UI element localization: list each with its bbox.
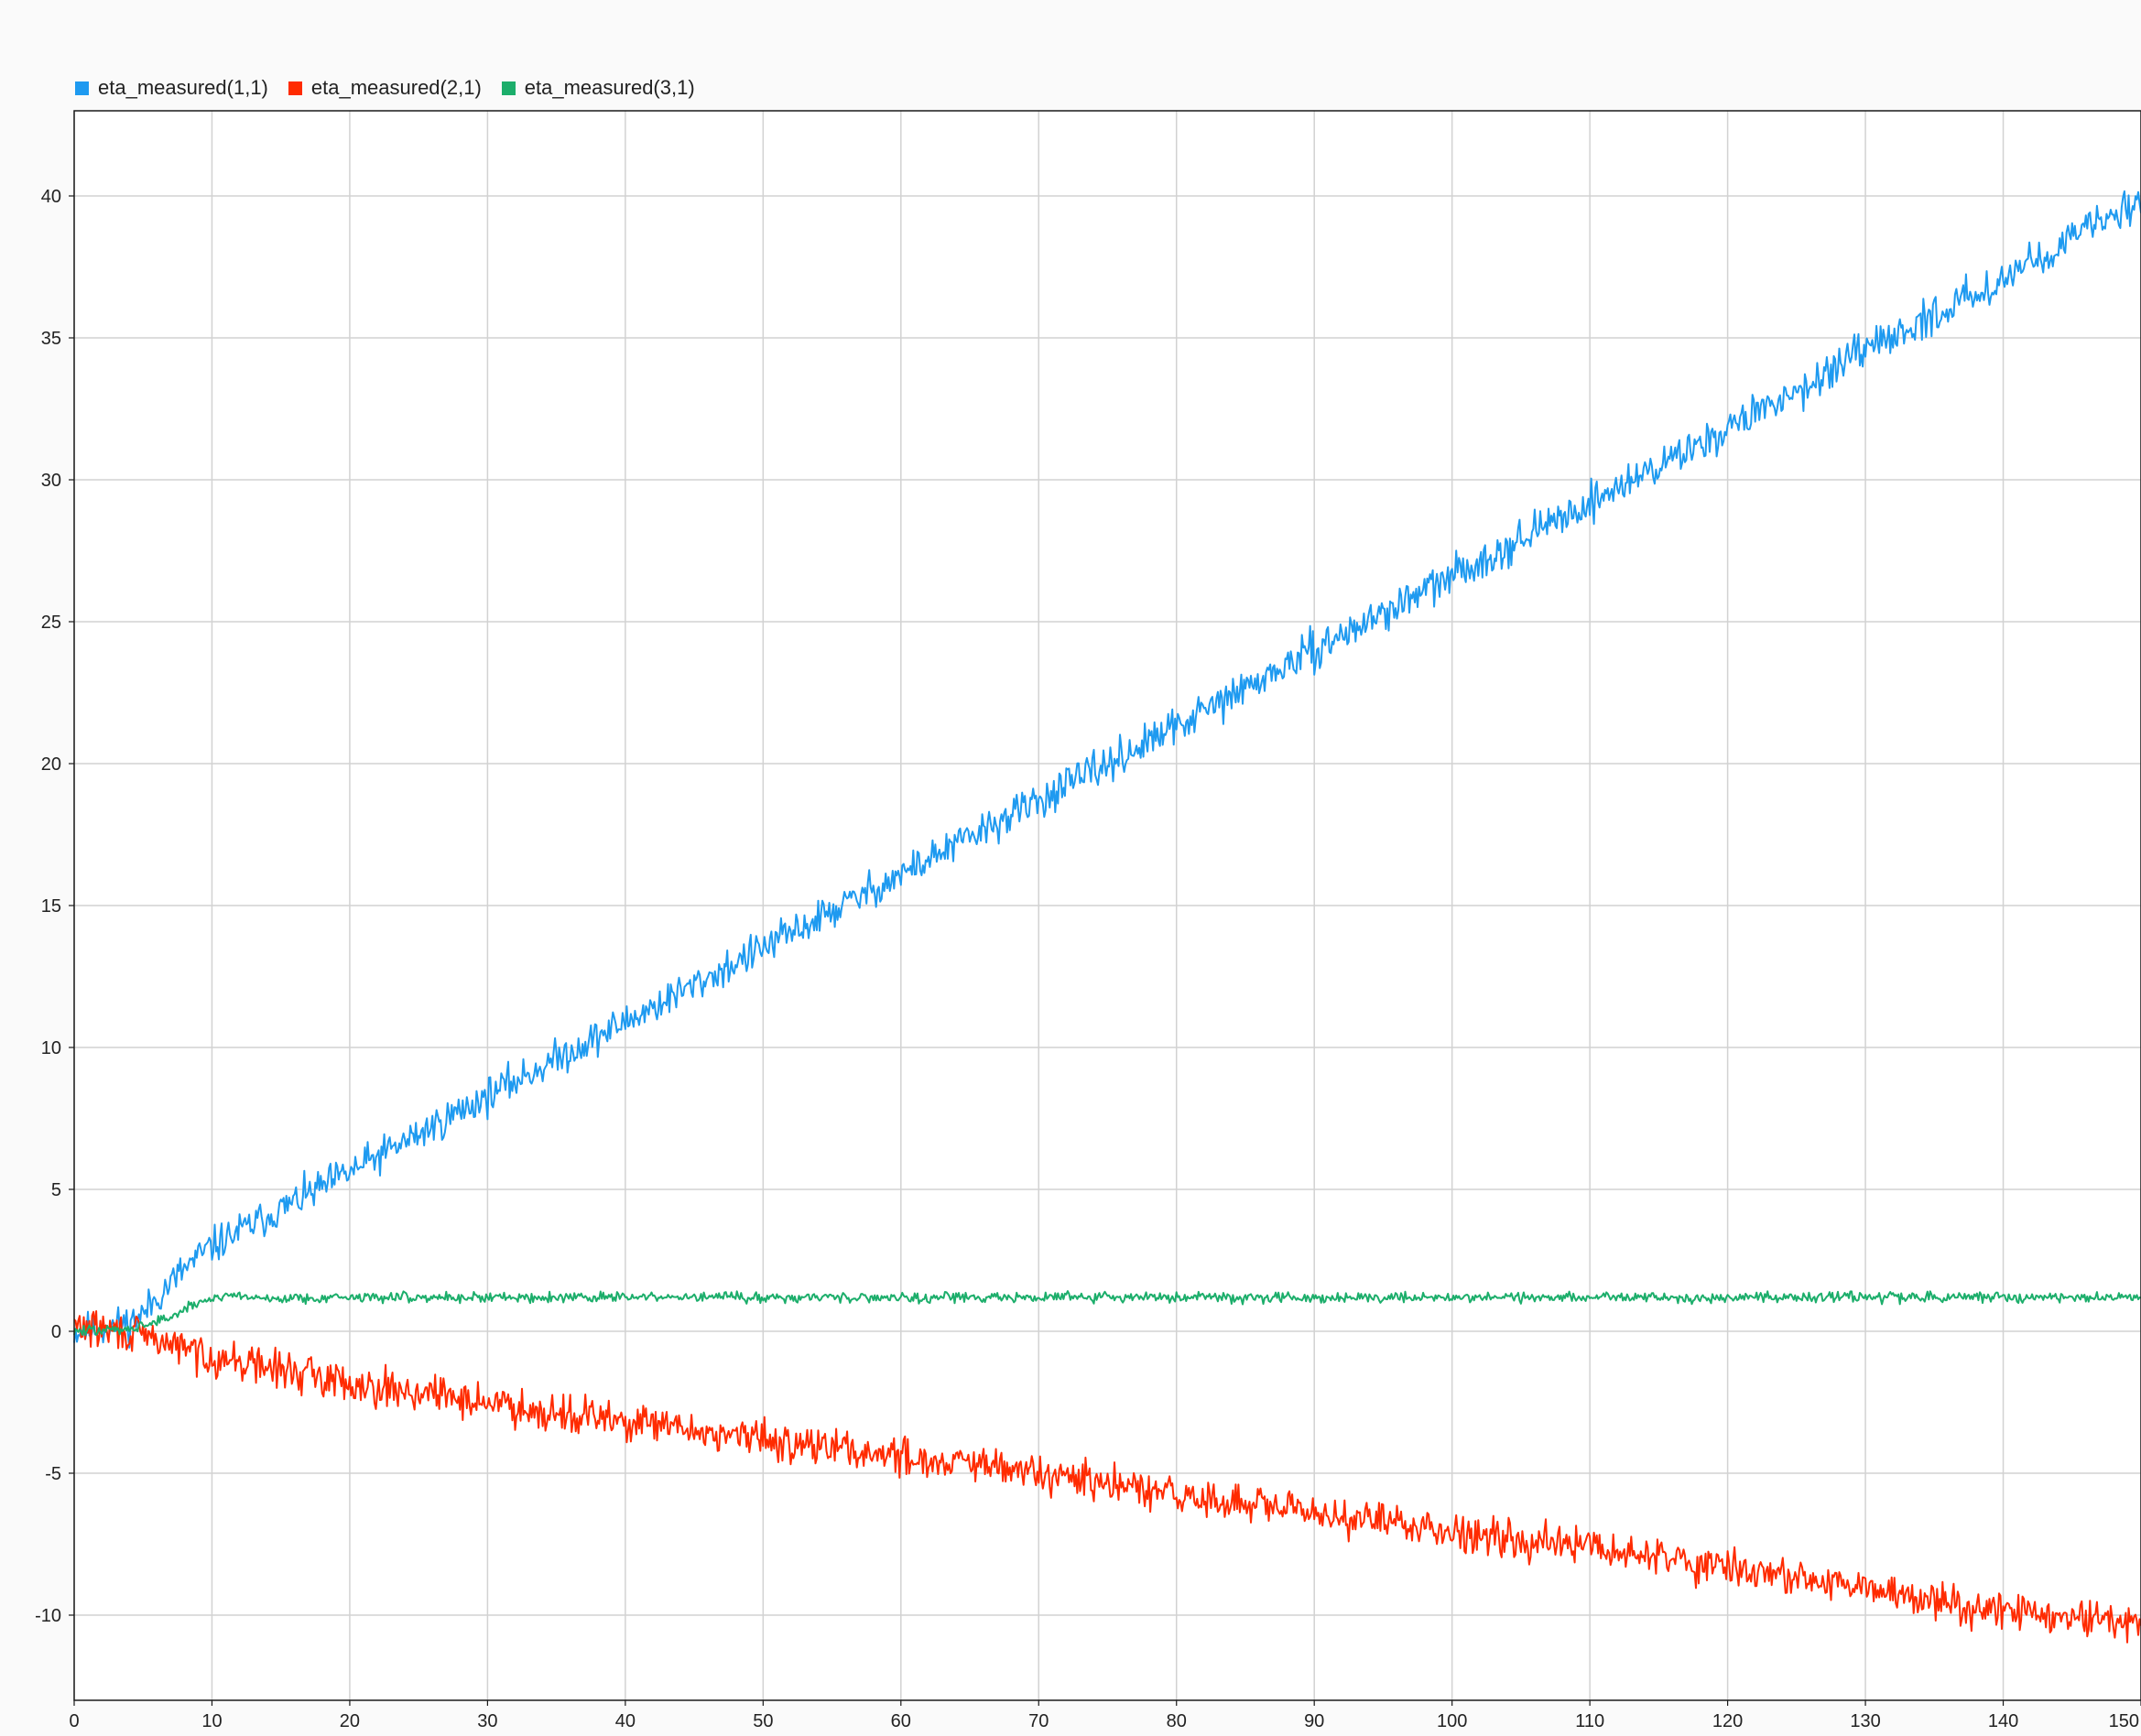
x-tick-label: 130 [1850, 1711, 1880, 1731]
y-tick-label: 40 [41, 187, 61, 207]
y-tick-label: 30 [41, 471, 61, 491]
legend-item-series-3[interactable]: eta_measured(3,1) [501, 76, 695, 100]
chart-legend: eta_measured(1,1) eta_measured(2,1) eta_… [75, 73, 695, 103]
x-tick-label: 100 [1437, 1711, 1467, 1731]
x-tick-label: 30 [477, 1711, 497, 1731]
x-tick-label: 20 [340, 1711, 360, 1731]
y-tick-label: 20 [41, 754, 61, 775]
legend-label-series-3: eta_measured(3,1) [524, 76, 695, 99]
series-line-2 [73, 1310, 2141, 1644]
series-line-1 [73, 190, 2141, 1349]
x-axis: 0 10 20 30 40 50 60 70 80 90 100 110 120 130 140 150 [69, 1700, 2141, 1731]
x-tick-label: 80 [1167, 1711, 1187, 1731]
y-axis: -10 -5 0 5 10 15 20 25 30 35 40 [35, 187, 74, 1626]
series-line-3 [73, 1290, 2141, 1336]
x-tick-label: 120 [1712, 1711, 1743, 1731]
y-tick-label: 15 [41, 896, 61, 917]
y-tick-label: 35 [41, 329, 61, 349]
x-tick-label: 110 [1575, 1711, 1604, 1731]
y-tick-label: -5 [45, 1464, 61, 1484]
x-tick-label: 40 [615, 1711, 636, 1731]
x-tick-label: 70 [1028, 1711, 1049, 1731]
x-tick-label: 60 [891, 1711, 911, 1731]
x-tick-label: 10 [201, 1711, 222, 1731]
legend-item-series-1[interactable]: eta_measured(1,1) [75, 76, 268, 100]
legend-label-series-1: eta_measured(1,1) [98, 76, 268, 99]
series-layer [73, 190, 2141, 1644]
y-tick-label: 10 [41, 1038, 61, 1058]
y-tick-label: 5 [51, 1180, 61, 1200]
x-tick-label: 140 [1988, 1711, 2018, 1731]
legend-swatch-series-2 [288, 81, 302, 95]
x-tick-label: 50 [753, 1711, 773, 1731]
y-tick-label: -10 [35, 1606, 61, 1626]
legend-swatch-series-3 [501, 81, 516, 95]
legend-swatch-series-1 [75, 81, 89, 95]
legend-label-series-2: eta_measured(2,1) [310, 76, 482, 99]
x-tick-label: 150 [2109, 1711, 2139, 1731]
x-tick-label: 0 [69, 1711, 79, 1731]
y-tick-label: 25 [41, 613, 61, 633]
legend-item-series-2[interactable]: eta_measured(2,1) [288, 76, 482, 100]
x-tick-label: 90 [1304, 1711, 1324, 1731]
y-tick-label: 0 [51, 1322, 61, 1342]
